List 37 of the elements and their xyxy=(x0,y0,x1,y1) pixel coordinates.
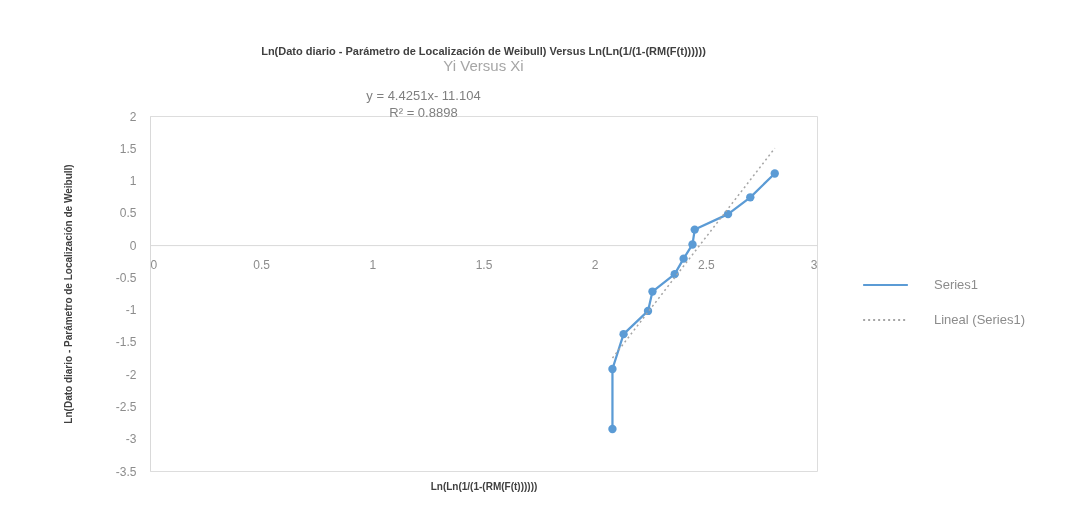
y-tick-label: 0 xyxy=(129,238,137,253)
chart-subtitle: Yi Versus Xi xyxy=(443,57,524,74)
text: y = 4.4251x- 11.104 xyxy=(366,88,481,103)
y-tick-label: 2 xyxy=(129,109,137,124)
x-tick-label: 1.5 xyxy=(475,257,493,272)
x-tick-label: 0.5 xyxy=(253,257,271,272)
x-tick-label: 2 xyxy=(591,257,599,272)
x-tick-label: 0 xyxy=(150,257,158,272)
x-axis-title: Ln(Ln(1/(1-(RM(F(t)))))) xyxy=(430,480,538,492)
x-tick-label: 1 xyxy=(369,257,377,272)
y-tick-label: -3 xyxy=(125,432,137,447)
point xyxy=(619,329,628,339)
y-tick-label: 1.5 xyxy=(119,141,137,156)
y-tick-label: -1 xyxy=(125,303,137,318)
y-tick-label: 1 xyxy=(129,174,137,189)
point xyxy=(608,364,617,374)
legend-label: Lineal (Series1) xyxy=(934,312,1026,328)
point xyxy=(770,169,779,178)
y-tick-label: -3.5 xyxy=(115,464,137,479)
chart-title: Ln(Dato diario - Parámetro de Localización de Weibull) Versus Ln(Ln(1/(1-(RM(F(t)))))) xyxy=(261,45,707,57)
legend-label: Series1 xyxy=(934,277,979,293)
annotation: R² = 0.8898 xyxy=(389,105,458,120)
point xyxy=(648,287,657,296)
point xyxy=(690,225,699,234)
point xyxy=(688,240,697,249)
y-tick-label: 0.5 xyxy=(119,206,137,221)
y-tick-label: -1.5 xyxy=(115,335,137,350)
y-axis-title: Ln(Dato diario - Parámetro de Localización de Weibull) xyxy=(62,164,74,424)
point xyxy=(608,424,617,434)
point xyxy=(746,193,755,202)
y-tick-label: -2 xyxy=(125,367,137,382)
y-tick-label: -0.5 xyxy=(115,270,137,285)
point xyxy=(679,254,688,263)
x-tick-label: 3 xyxy=(810,257,818,272)
x-tick-label: 2.5 xyxy=(697,257,715,272)
point xyxy=(670,269,679,279)
y-tick-label: -2.5 xyxy=(115,399,137,414)
